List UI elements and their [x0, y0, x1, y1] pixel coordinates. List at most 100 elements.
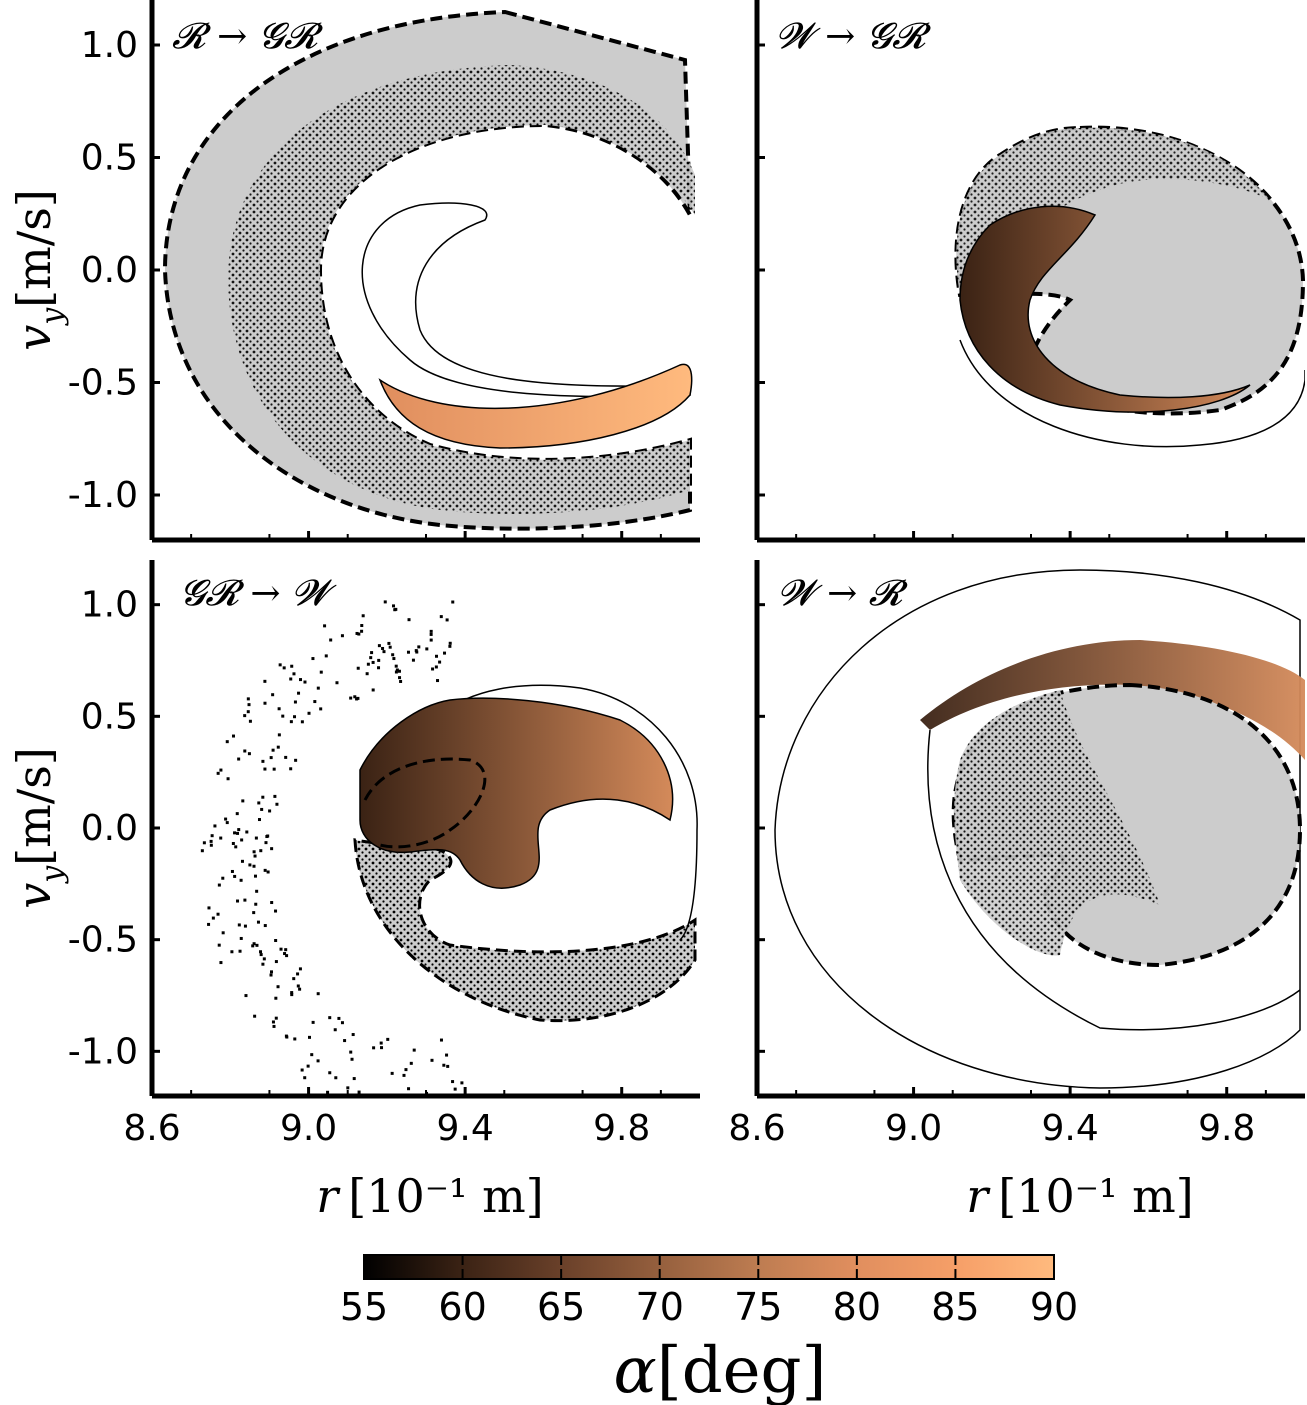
scatter-point: [328, 1071, 332, 1075]
scatter-point: [209, 843, 213, 847]
scatter-point: [263, 701, 267, 705]
scatter-point: [381, 646, 385, 650]
y-tick-label: 0.0: [81, 808, 138, 849]
scatter-point: [451, 1080, 455, 1084]
colorbar-tick-label: 60: [438, 1285, 486, 1329]
scatter-point: [270, 901, 274, 905]
scatter-point: [233, 874, 237, 878]
scatter-point: [248, 719, 252, 723]
scatter-point: [217, 943, 221, 947]
scatter-point: [394, 607, 398, 611]
scatter-point: [231, 734, 235, 738]
panel-r-to-gr-label: 𝓡 → 𝓖𝓡: [172, 16, 324, 57]
scatter-point: [430, 1058, 434, 1062]
scatter-point: [296, 972, 300, 976]
scatter-point: [395, 668, 399, 672]
scatter-point: [219, 836, 223, 840]
x-tick-label: 9.4: [437, 1108, 494, 1149]
colorbar-ticks: 55 60 65 70 75 80 85 90: [340, 1255, 1078, 1329]
scatter-point: [407, 1087, 411, 1091]
scatter-point: [209, 839, 213, 843]
colorbar-gradient: [363, 1254, 1055, 1280]
scatter-point: [263, 868, 267, 872]
scatter-point: [202, 841, 206, 845]
scatter-point: [311, 657, 315, 661]
scatter-point: [319, 707, 323, 711]
scatter-point: [268, 809, 272, 813]
scatter-point: [323, 624, 327, 628]
scatter-point: [310, 1053, 314, 1057]
scatter-point: [237, 828, 241, 832]
scatter-point: [308, 1035, 312, 1039]
y-axis-subscript-bottom: y: [35, 865, 70, 885]
scatter-point: [299, 678, 303, 682]
x-axis-title-right: r [10⁻¹ m]: [966, 1169, 1193, 1223]
scatter-point: [388, 645, 392, 649]
colorbar-title: α[deg]: [614, 1334, 827, 1405]
scatter-point: [303, 680, 307, 684]
scatter-point: [289, 677, 293, 681]
scatter-point: [377, 1116, 380, 1119]
scatter-point: [254, 902, 258, 906]
scatter-point: [230, 869, 234, 873]
scatter-point: [460, 1081, 464, 1085]
scatter-point: [357, 1090, 361, 1094]
scatter-point: [343, 1039, 347, 1043]
panel-w-to-r-outer-outline: [774, 569, 1301, 1089]
scatter-point: [394, 664, 398, 668]
panel-gr-to-w-scatter: [200, 600, 464, 1119]
scatter-point: [237, 757, 241, 761]
scatter-point: [263, 767, 267, 771]
scatter-point: [292, 977, 296, 981]
scatter-point: [392, 657, 396, 661]
panel-r-to-gr-axes: 1.0 0.5 0.0 -0.5 -1.0: [68, 0, 700, 543]
scatter-point: [235, 812, 239, 816]
panel-r-to-gr-outline: [361, 202, 691, 398]
scatter-point: [259, 950, 263, 954]
scatter-point: [372, 1046, 376, 1050]
scatter-point: [275, 802, 279, 806]
y-axis-subscript: y: [35, 307, 70, 327]
panel-gr-to-w-outline: [439, 684, 698, 941]
scatter-point: [303, 1076, 307, 1080]
scatter-point: [237, 923, 241, 927]
scatter-point: [240, 859, 244, 863]
scatter-point: [445, 618, 449, 622]
scatter-point: [264, 841, 268, 845]
colorbar-tick-label: 65: [537, 1285, 585, 1329]
panel-w-to-r-axes: 8.6 9.0 9.4 9.8: [728, 560, 1305, 1149]
panel-w-to-gr-label: 𝓦 → 𝓖𝓡: [776, 16, 932, 57]
x-tick-label: 9.4: [1042, 1108, 1099, 1149]
y-tick-label: 0.0: [81, 250, 138, 291]
scatter-point: [230, 950, 234, 954]
scatter-point: [216, 912, 220, 916]
svg-text:vy[m/s]: vy[m/s]: [7, 189, 70, 351]
scatter-point: [404, 1068, 408, 1072]
scatter-point: [276, 745, 280, 749]
y-axis-title-bottom: vy[m/s]: [7, 747, 70, 909]
scatter-point: [354, 1111, 357, 1114]
panel-gr-to-w-dashed-loop: [363, 757, 487, 849]
scatter-point: [253, 854, 257, 858]
scatter-point: [243, 898, 247, 902]
scatter-point: [271, 748, 275, 752]
scatter-point: [271, 1020, 275, 1024]
scatter-point: [390, 1071, 394, 1075]
scatter-point: [200, 849, 204, 853]
scatter-point: [255, 943, 259, 947]
scatter-point: [446, 1064, 450, 1068]
panel-w-to-r-colored-band: [920, 640, 1305, 760]
scatter-point: [328, 1016, 332, 1020]
scatter-point: [245, 830, 249, 834]
scatter-point: [316, 992, 320, 996]
panel-r-to-gr-regions: [162, 9, 695, 531]
scatter-point: [248, 863, 252, 867]
y-tick-label: 0.5: [81, 138, 138, 179]
scatter-point: [333, 1028, 337, 1032]
panel-r-to-gr: 𝓡 → 𝓖𝓡 1.0 0.5 0.0 -0.5 -1.0: [68, 0, 700, 543]
colorbar-tick-label: 55: [340, 1285, 388, 1329]
scatter-point: [442, 1063, 446, 1067]
scatter-point: [313, 700, 317, 704]
y-tick-label: -1.0: [68, 1031, 138, 1072]
scatter-point: [246, 697, 250, 701]
